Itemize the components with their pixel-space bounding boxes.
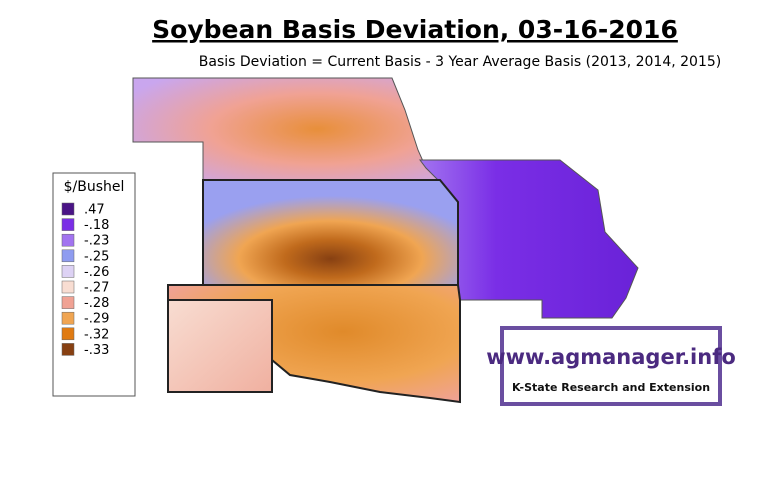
legend-label: -.26 [84, 265, 109, 280]
legend-swatch [61, 265, 75, 278]
legend-swatch [61, 233, 75, 247]
title: Soybean Basis Deviation, 03-16-2016 [152, 15, 678, 44]
legend-label: -.27 [84, 281, 109, 296]
legend-swatch [61, 202, 75, 216]
legend-label: .47 [84, 203, 105, 218]
subtitle: Basis Deviation = Current Basis - 3 Year… [199, 54, 721, 70]
legend-label: -.29 [84, 312, 109, 327]
legend-label: -.28 [84, 296, 109, 311]
legend-label: -.32 [84, 327, 109, 342]
legend-swatch [61, 296, 75, 309]
legend-swatch [61, 280, 75, 294]
legend-label: -.23 [84, 234, 109, 249]
legend-swatch [61, 249, 75, 263]
logo-box [500, 326, 722, 406]
legend-title: $/Bushel [64, 179, 125, 195]
state-kansas [202, 179, 459, 286]
legend-label: -.18 [84, 218, 109, 233]
legend-swatch [61, 218, 75, 231]
logo-url: www.agmanager.info [486, 345, 736, 369]
legend-swatch [61, 327, 75, 341]
legend-label: -.33 [84, 343, 109, 358]
logo-org: K-State Research and Extension [512, 381, 710, 394]
legend-label: -.25 [84, 249, 109, 264]
state-nebraska [132, 77, 442, 181]
legend-swatch [61, 343, 75, 356]
legend-swatch [61, 311, 75, 325]
texas-panhandle [167, 299, 273, 393]
